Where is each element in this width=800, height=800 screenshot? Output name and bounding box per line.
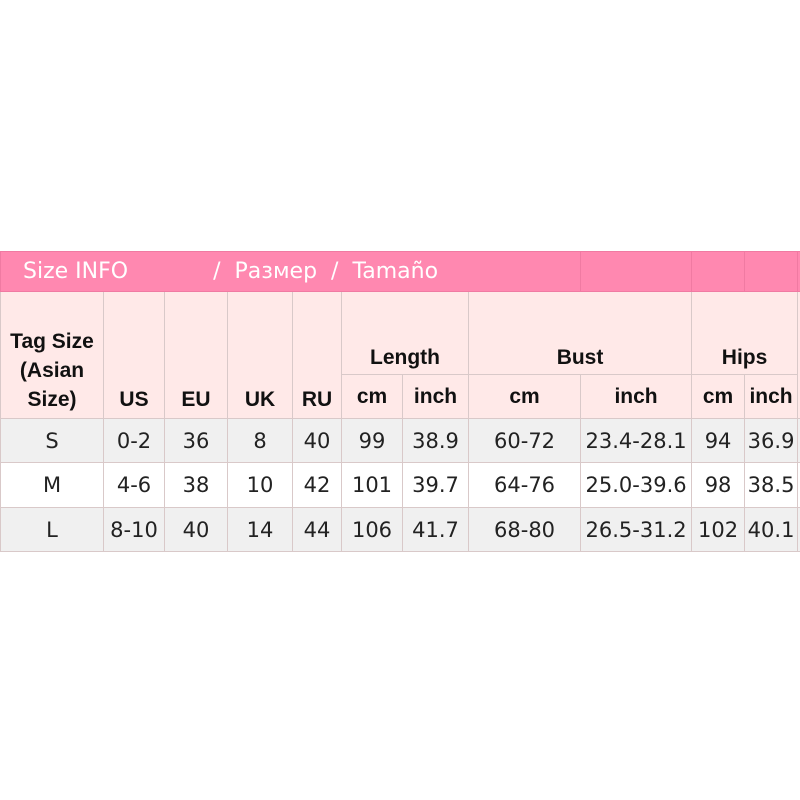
cell-length-cm: 99 bbox=[341, 418, 403, 463]
cell-extra bbox=[797, 507, 800, 552]
header-length: Length bbox=[341, 291, 469, 375]
table-title: Size INFO / Размер / Tamaño bbox=[0, 251, 582, 292]
header-bust-cm: cm bbox=[467, 374, 582, 419]
header-bust-inch: inch bbox=[580, 374, 693, 419]
cell-hips-inch: 38.5 bbox=[744, 462, 799, 508]
cell-bust-cm: 68-80 bbox=[467, 507, 582, 552]
header-length-inch: inch bbox=[402, 374, 469, 419]
cell-ru: 42 bbox=[292, 462, 342, 508]
cell-us: 0-2 bbox=[103, 418, 165, 463]
header-length-cm: cm bbox=[341, 374, 403, 419]
cell-eu: 40 bbox=[164, 507, 228, 552]
cell-bust-inch: 23.4-28.1 bbox=[580, 418, 693, 463]
cell-hips-cm: 102 bbox=[691, 507, 746, 552]
cell-bust-inch: 26.5-31.2 bbox=[580, 507, 693, 552]
cell-length-cm: 101 bbox=[341, 462, 403, 508]
header-tag-size: Tag Size (Asian Size) bbox=[0, 291, 104, 419]
header-bust: Bust bbox=[467, 291, 693, 375]
title-cell bbox=[580, 251, 693, 292]
header-us: US bbox=[103, 291, 165, 419]
subheader-row: cm inch cm inch cm inch bbox=[1, 374, 800, 419]
size-chart-table: Size INFO / Размер / Tamaño Tag Size (Asi… bbox=[0, 251, 800, 552]
cell-eu: 38 bbox=[164, 462, 228, 508]
title-cell bbox=[691, 251, 746, 292]
cell-bust-cm: 64-76 bbox=[467, 462, 582, 508]
cell-ru: 44 bbox=[292, 507, 342, 552]
title-row: Size INFO / Размер / Tamaño bbox=[0, 251, 800, 292]
cell-tag-size: L bbox=[0, 507, 104, 552]
cell-uk: 10 bbox=[227, 462, 293, 508]
header-hips: Hips bbox=[691, 291, 799, 375]
cell-hips-inch: 36.9 bbox=[744, 418, 799, 463]
cell-us: 4-6 bbox=[103, 462, 165, 508]
cell-hips-inch: 40.1 bbox=[744, 507, 799, 552]
title-slash: / bbox=[213, 259, 221, 284]
cell-uk: 8 bbox=[227, 418, 293, 463]
title-es: Tamaño bbox=[352, 259, 439, 284]
cell-tag-size: M bbox=[0, 462, 104, 508]
header-eu: EU bbox=[164, 291, 228, 419]
cell-length-inch: 38.9 bbox=[402, 418, 469, 463]
cell-ru: 40 bbox=[292, 418, 342, 463]
title-cell bbox=[744, 251, 799, 292]
header-row: Tag Size (Asian Size) US EU UK RU Length… bbox=[0, 291, 800, 419]
table-row: S 0-2 36 8 40 99 38.9 60-72 23.4-28.1 94 36.9 bbox=[0, 418, 800, 463]
title-ru: Размер bbox=[234, 259, 318, 284]
cell-hips-cm: 94 bbox=[691, 418, 746, 463]
table-row: L 8-10 40 14 44 106 41.7 68-80 26.5-31.2 102 40.1 bbox=[0, 507, 800, 552]
cell-uk: 14 bbox=[227, 507, 293, 552]
cell-length-inch: 41.7 bbox=[402, 507, 469, 552]
cell-eu: 36 bbox=[164, 418, 228, 463]
title-slash: / bbox=[331, 259, 339, 284]
cell-bust-inch: 25.0-39.6 bbox=[580, 462, 693, 508]
cell-tag-size: S bbox=[0, 418, 104, 463]
header-uk: UK bbox=[227, 291, 293, 419]
cell-length-cm: 106 bbox=[341, 507, 403, 552]
cell-length-inch: 39.7 bbox=[402, 462, 469, 508]
header-hips-cm: cm bbox=[691, 374, 746, 419]
cell-hips-cm: 98 bbox=[691, 462, 746, 508]
table-row: M 4-6 38 10 42 101 39.7 64-76 25.0-39.6 98 38.5 bbox=[0, 462, 800, 508]
cell-us: 8-10 bbox=[103, 507, 165, 552]
cell-bust-cm: 60-72 bbox=[467, 418, 582, 463]
header-ru: RU bbox=[292, 291, 342, 419]
title-size-info: Size INFO bbox=[23, 259, 129, 284]
header-hips-inch: inch bbox=[744, 374, 799, 419]
